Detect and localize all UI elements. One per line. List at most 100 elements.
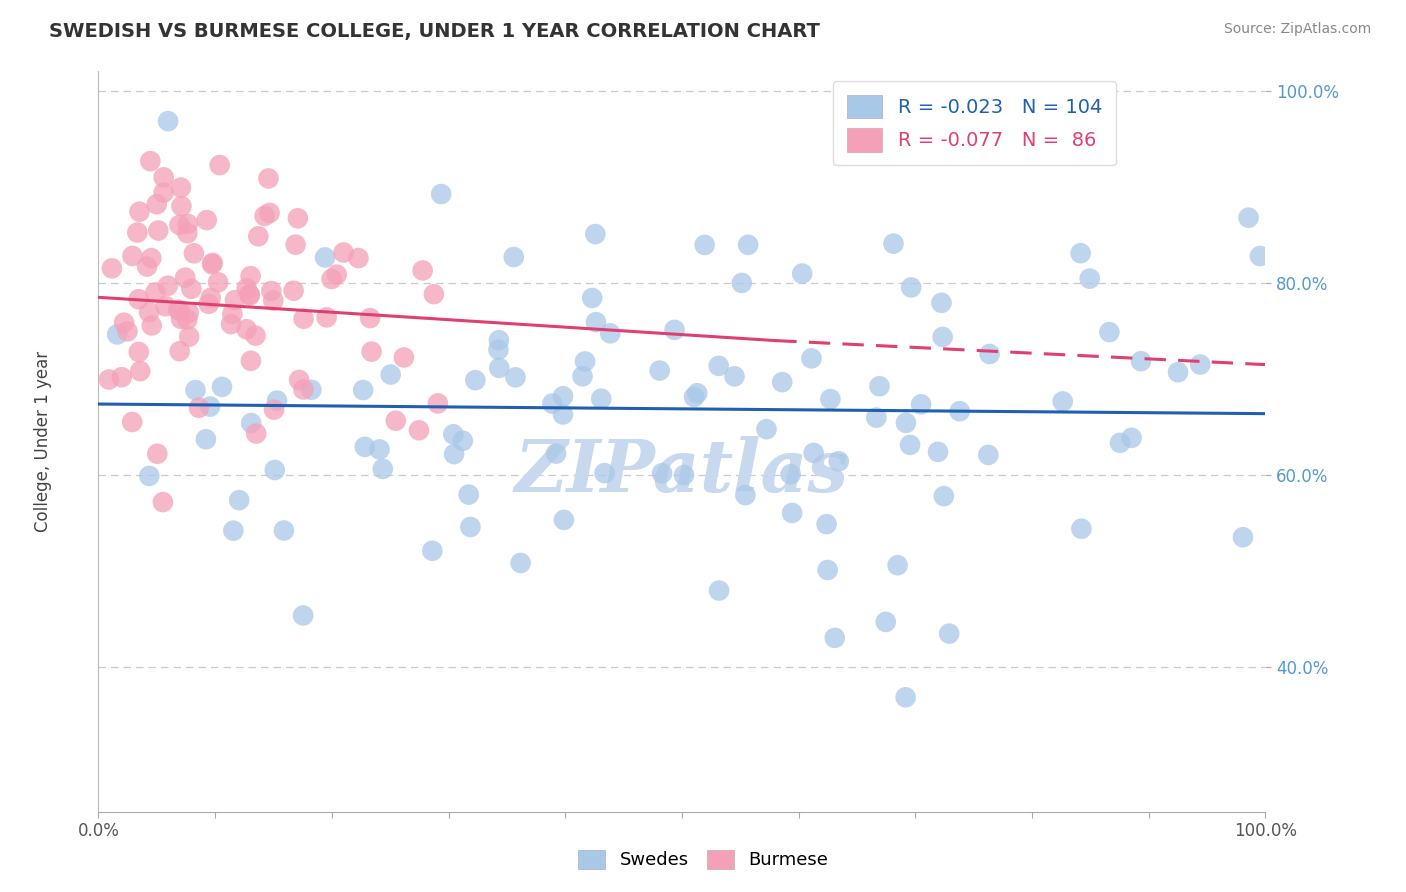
Point — [266, 393, 288, 408]
Point — [352, 383, 374, 397]
Point — [127, 226, 149, 240]
Point — [551, 389, 574, 403]
Point — [820, 392, 842, 406]
Point — [321, 272, 343, 286]
Point — [420, 543, 443, 558]
Point — [780, 506, 803, 520]
Point — [155, 299, 177, 313]
Point — [177, 306, 200, 320]
Text: SWEDISH VS BURMESE COLLEGE, UNDER 1 YEAR CORRELATION CHART: SWEDISH VS BURMESE COLLEGE, UNDER 1 YEAR… — [49, 22, 820, 41]
Point — [273, 524, 295, 538]
Point — [585, 315, 607, 329]
Point — [179, 329, 201, 343]
Point — [581, 291, 603, 305]
Point — [979, 347, 1001, 361]
Point — [228, 493, 250, 508]
Point — [1109, 435, 1132, 450]
Point — [347, 251, 370, 265]
Point — [211, 380, 233, 394]
Point — [648, 363, 671, 377]
Point — [817, 563, 839, 577]
Point — [353, 440, 375, 454]
Point — [169, 344, 191, 359]
Point — [314, 251, 336, 265]
Point — [574, 354, 596, 368]
Point — [239, 354, 262, 368]
Point — [97, 372, 120, 386]
Point — [239, 288, 262, 302]
Point — [1189, 358, 1212, 372]
Point — [430, 187, 453, 202]
Point — [180, 282, 202, 296]
Point — [208, 158, 231, 172]
Point — [800, 351, 823, 366]
Point — [380, 368, 402, 382]
Point — [1249, 249, 1271, 263]
Point — [583, 227, 606, 241]
Point — [1121, 431, 1143, 445]
Point — [253, 209, 276, 223]
Point — [146, 197, 169, 211]
Point — [170, 199, 193, 213]
Point — [910, 397, 932, 411]
Point — [121, 249, 143, 263]
Point — [486, 343, 509, 357]
Point — [460, 520, 482, 534]
Point — [1130, 354, 1153, 368]
Point — [177, 217, 200, 231]
Point — [176, 312, 198, 326]
Point — [731, 276, 754, 290]
Point — [544, 447, 567, 461]
Point — [238, 287, 260, 301]
Point — [779, 467, 801, 482]
Point — [599, 326, 621, 341]
Point — [737, 237, 759, 252]
Point — [875, 615, 897, 629]
Point — [882, 236, 904, 251]
Point — [239, 269, 262, 284]
Point — [197, 297, 219, 311]
Point — [1070, 246, 1092, 260]
Point — [169, 218, 191, 232]
Point — [551, 408, 574, 422]
Point — [200, 291, 222, 305]
Point — [170, 312, 193, 326]
Point — [359, 311, 381, 326]
Point — [247, 229, 270, 244]
Point — [262, 293, 284, 308]
Point — [112, 316, 135, 330]
Point — [259, 206, 281, 220]
Point — [1098, 325, 1121, 339]
Point — [287, 211, 309, 226]
Point — [686, 386, 709, 401]
Point — [707, 359, 730, 373]
Point — [683, 390, 706, 404]
Point — [201, 256, 224, 270]
Point — [1167, 365, 1189, 379]
Point — [673, 468, 696, 483]
Text: ZIPatlas: ZIPatlas — [515, 435, 849, 507]
Point — [136, 260, 159, 274]
Point — [174, 270, 197, 285]
Point — [139, 154, 162, 169]
Point — [755, 422, 778, 436]
Point — [284, 237, 307, 252]
Point — [865, 410, 887, 425]
Point — [931, 296, 953, 310]
Point — [128, 204, 150, 219]
Point — [488, 360, 510, 375]
Point — [571, 369, 593, 384]
Point — [932, 489, 955, 503]
Point — [240, 416, 263, 430]
Point — [128, 345, 150, 359]
Point — [1232, 530, 1254, 544]
Point — [423, 287, 446, 301]
Point — [664, 323, 686, 337]
Point — [488, 333, 510, 347]
Point — [723, 369, 745, 384]
Point — [408, 423, 430, 437]
Point — [707, 583, 730, 598]
Point — [176, 226, 198, 240]
Point — [815, 517, 838, 532]
Point — [441, 427, 464, 442]
